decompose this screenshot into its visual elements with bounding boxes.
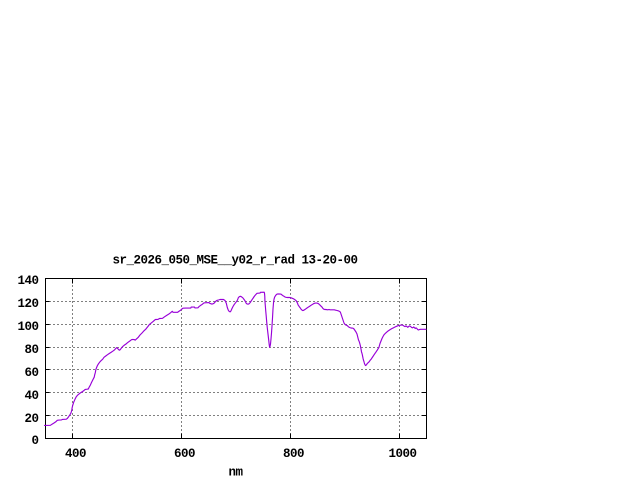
svg-text:0: 0: [31, 434, 38, 448]
svg-text:100: 100: [17, 320, 38, 334]
svg-text:800: 800: [283, 447, 304, 461]
svg-text:60: 60: [24, 366, 38, 380]
svg-text:1000: 1000: [388, 447, 416, 461]
svg-text:400: 400: [65, 447, 86, 461]
svg-text:40: 40: [24, 389, 38, 403]
svg-text:120: 120: [17, 297, 38, 311]
svg-text:sr_2026_050_MSE__y02_r_rad 13-: sr_2026_050_MSE__y02_r_rad 13-20-00: [112, 254, 357, 268]
svg-text:20: 20: [24, 412, 38, 426]
svg-text:80: 80: [24, 343, 38, 357]
svg-text:140: 140: [17, 274, 38, 288]
svg-text:600: 600: [174, 447, 195, 461]
svg-text:nm: nm: [228, 466, 243, 480]
